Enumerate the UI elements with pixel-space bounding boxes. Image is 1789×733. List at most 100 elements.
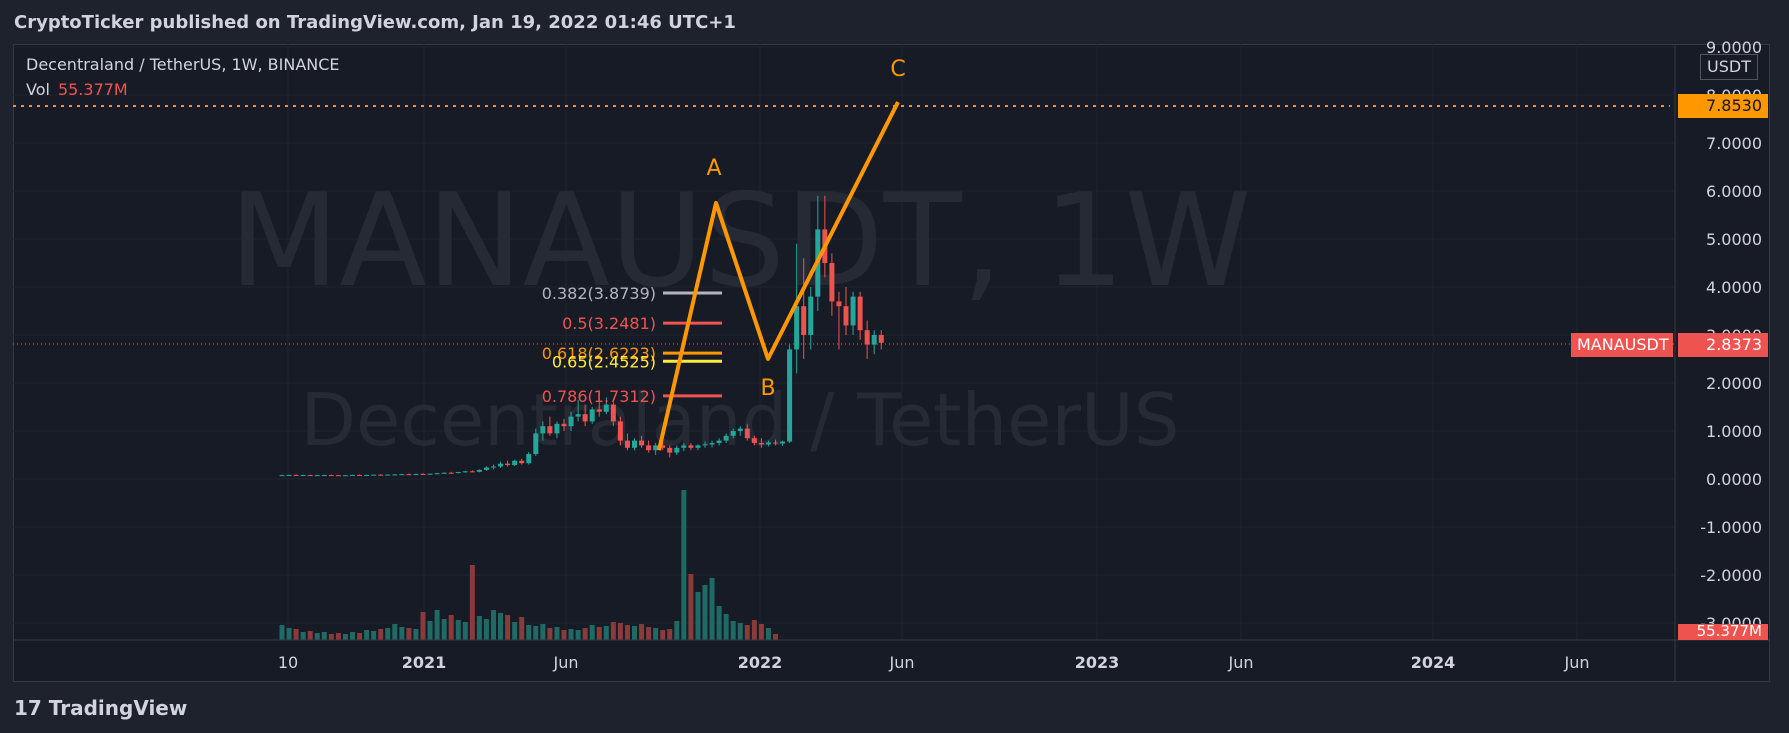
volume-bar (448, 615, 454, 640)
candle-body (660, 445, 666, 448)
volume-bar (758, 624, 764, 640)
volume-bar (660, 630, 666, 640)
candle-body (744, 428, 750, 439)
candle-body (413, 473, 419, 475)
candle-body (681, 445, 687, 448)
volume-bar (554, 627, 560, 640)
volume-bar (702, 585, 708, 640)
volume-bar (476, 616, 482, 640)
volume-bar (646, 627, 652, 640)
time-tick-label: 2024 (1411, 653, 1456, 672)
candle-body (364, 474, 370, 476)
volume-bar (744, 625, 750, 640)
candle-body (857, 296, 863, 331)
volume-bar (314, 633, 320, 640)
candle-body (378, 474, 384, 476)
volume-bar (526, 625, 532, 640)
logo-text: TradingView (48, 696, 188, 720)
candle-body (512, 460, 518, 466)
volume-bar (603, 626, 609, 640)
volume-bar (632, 626, 637, 640)
candle-body (441, 472, 447, 474)
time-tick-label: Jun (1564, 653, 1590, 672)
volume-bar (653, 628, 659, 640)
volume-bar (307, 631, 313, 640)
volume-bar (378, 629, 384, 640)
volume-bar (723, 614, 729, 640)
price-tick-label: 1.0000 (1706, 422, 1762, 441)
volume-bar (617, 623, 623, 640)
volume-bar (427, 621, 433, 640)
pattern-label-b: B (760, 376, 775, 401)
abc-pattern: A B C (657, 57, 906, 451)
time-tick-label: 2022 (738, 653, 783, 672)
price-tick-label: 5.0000 (1706, 230, 1762, 249)
volume-bar (300, 632, 306, 640)
vol-value: 55.377M (57, 80, 128, 99)
volume-bar (406, 628, 412, 640)
candle-body (533, 433, 539, 455)
price-tick-label: 2.0000 (1706, 374, 1762, 393)
candle-body (871, 335, 877, 345)
currency-badge[interactable]: USDT (1700, 54, 1758, 80)
pattern-label-a: A (706, 156, 721, 181)
candle-body (829, 263, 835, 302)
tv-icon: 𝟭𝟳 (14, 696, 49, 720)
volume-bar (279, 625, 285, 640)
volume-bar (624, 625, 630, 640)
tradingview-logo[interactable]: 𝟭𝟳 TradingView (14, 696, 187, 720)
volume-bar (589, 625, 595, 640)
price-tick-label: -2.0000 (1700, 566, 1762, 585)
candle-body (723, 435, 729, 441)
candle-body (688, 445, 694, 448)
price-tick-label: 6.0000 (1706, 182, 1762, 201)
candle-body (864, 330, 870, 345)
price-tick-label: 0.0000 (1706, 470, 1762, 489)
candle-body (639, 440, 645, 446)
volume-bar (730, 621, 736, 640)
candle-body (300, 475, 306, 477)
volume-bar (709, 578, 715, 640)
volume-bar (681, 490, 687, 640)
volume-bar (547, 628, 553, 640)
candle-body (575, 414, 581, 417)
volume-bar (737, 623, 743, 640)
candle-body (462, 471, 468, 473)
chart-grid (13, 44, 1675, 640)
volume-bar (469, 565, 475, 640)
time-tick-label: 10 (278, 653, 298, 672)
time-tick-label: 2021 (402, 653, 447, 672)
time-tick-label: Jun (889, 653, 915, 672)
time-tick-label: Jun (1228, 653, 1254, 672)
volume-bar (575, 630, 581, 640)
candle-body (794, 306, 800, 350)
candle-body (737, 428, 743, 431)
volume-bar (765, 628, 771, 640)
last-price-badge: 2.8373 (1678, 333, 1768, 357)
volume-bar (392, 624, 398, 640)
volume-bar (667, 629, 673, 640)
fib-level-label: 0.618(2.6223) (542, 344, 656, 363)
volume-bar (483, 619, 489, 640)
candle-body (314, 475, 320, 477)
candle-body (455, 472, 461, 474)
candle-body (561, 423, 567, 427)
volume-bar (357, 633, 363, 640)
fib-level-label: 0.65(2.4525) (552, 352, 656, 371)
candle-body (427, 473, 433, 475)
candle-body (603, 404, 609, 412)
candle-body (646, 445, 652, 451)
candle-body (434, 473, 440, 475)
candle-body (773, 442, 778, 444)
candle-body (787, 349, 793, 442)
volume-bar (441, 619, 447, 640)
candle-body (321, 475, 327, 477)
volume-bar (413, 629, 419, 640)
candle-body (357, 474, 363, 476)
symbol-badge: MANAUSDT (1571, 333, 1673, 357)
chart-frame[interactable] (13, 44, 1770, 682)
candle-body (850, 296, 856, 326)
candle-body (751, 438, 757, 443)
fibonacci-levels: 0.382(3.8739) 0.5(3.2481) 0.618(2.6223)0.6… (542, 284, 722, 406)
